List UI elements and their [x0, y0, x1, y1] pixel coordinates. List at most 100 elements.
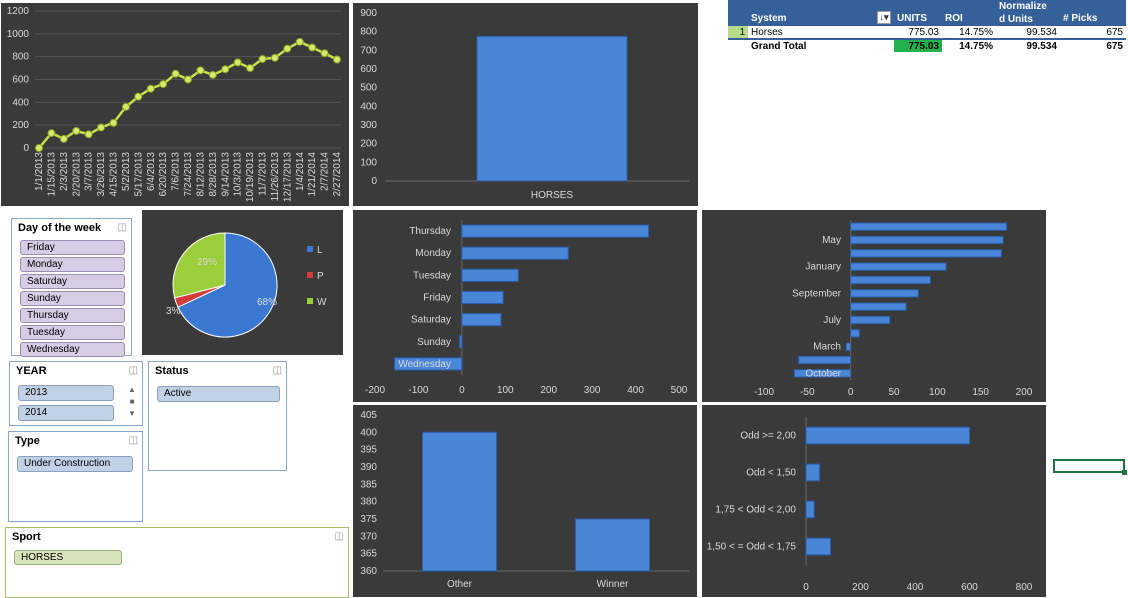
data-point [97, 123, 106, 132]
slicer-item[interactable]: Sunday [20, 291, 125, 306]
row-units: 775.03 [908, 26, 939, 38]
x-tick-label: -200 [365, 385, 385, 396]
slicer-item[interactable]: Tuesday [20, 325, 125, 340]
bar [805, 426, 970, 445]
x-tick-label: 5/17/2013 [133, 152, 144, 197]
header-picks[interactable]: # Picks [1060, 0, 1126, 26]
slice-label: 29% [197, 257, 217, 268]
fill-handle[interactable] [1122, 470, 1127, 475]
y-tick-label: 300 [360, 120, 377, 131]
month-units-chart: -100 -50 0 50 100 150 200 May January September Ju… [702, 210, 1046, 402]
slicer-item[interactable]: Wednesday [20, 342, 125, 357]
clear-filter-icon[interactable]: ◫ [128, 435, 138, 446]
y-tick-label: 1,50 < = Odd < 1,75 [707, 542, 797, 553]
header-units[interactable]: UNITS [894, 0, 942, 26]
x-tick-label: 2/20/2013 [71, 152, 82, 197]
bar [850, 235, 1004, 245]
bar [476, 35, 628, 182]
slicer-item[interactable]: Thursday [20, 308, 125, 323]
pivot-table: System ↓▾ UNITS ROI Normalize d Units # P… [728, 0, 1126, 52]
clear-filter-icon[interactable]: ◫ [272, 365, 282, 376]
result-pie-chart: 68% 3% 29% L P W [142, 210, 343, 355]
slicer-item[interactable]: Monday [20, 257, 125, 272]
bar [798, 355, 852, 365]
x-tick-label: 11/7/2013 [258, 152, 269, 196]
x-tick-label: 2/27/2014 [332, 152, 343, 197]
slicer-scrollbar[interactable]: ▲ ■ ▼ [128, 385, 136, 418]
y-tick-label: 400 [360, 427, 377, 438]
header-normalized-line2: d Units [999, 14, 1033, 25]
slicer-title: Type [15, 435, 40, 447]
slicer-item[interactable]: Friday [20, 240, 125, 255]
x-tick-label: 200 [852, 582, 869, 593]
data-point [270, 53, 279, 62]
sort-desc-icon[interactable]: ↓▾ [874, 0, 894, 26]
x-tick-label: 10/3/2013 [233, 152, 244, 197]
y-tick-label: 600 [360, 64, 377, 75]
selected-cell[interactable] [1053, 459, 1127, 475]
x-tick-label: 8/12/2013 [195, 152, 206, 197]
y-tick-label: Thursday [409, 226, 451, 237]
clear-filter-icon[interactable]: ◫ [334, 531, 344, 542]
x-tick-label: 1/1/2013 [34, 152, 45, 191]
cumulative-units-chart: 0 200 400 600 800 1000 1200 1/1/2013 1/15/2013 2/… [1, 3, 349, 206]
y-tick-label: 900 [360, 8, 377, 19]
x-tick-label: 12/17/2013 [282, 152, 293, 202]
bar [461, 313, 502, 327]
year-slicer: YEAR ◫ 2013 2014 ▲ ■ ▼ [9, 361, 143, 426]
grand-total-row: Grand Total 775.03 14.75% 99.534 675 [728, 39, 1126, 52]
y-tick-label: Odd >= 2,00 [740, 431, 796, 442]
type-slicer: Type ◫ Under Construction [8, 431, 143, 522]
header-roi[interactable]: ROI [942, 0, 996, 26]
data-point [35, 144, 43, 152]
clear-filter-icon[interactable]: ◫ [117, 222, 127, 233]
slicer-title: Day of the week [18, 222, 102, 234]
day-of-week-slicer: Day of the week ◫ Friday Monday Saturday… [11, 218, 132, 357]
slicer-item[interactable]: 2013 [18, 385, 114, 401]
x-tick-label: -100 [754, 387, 774, 398]
clear-filter-icon[interactable]: ◫ [128, 365, 138, 376]
y-tick-label: 365 [360, 549, 377, 560]
slicer-item[interactable]: Under Construction [17, 456, 133, 472]
pie-slice [172, 232, 226, 299]
bar [805, 500, 815, 519]
x-tick-label: 6/4/2013 [146, 152, 157, 191]
row-roi: 14.75% [959, 26, 993, 38]
y-tick-label: 380 [360, 497, 377, 508]
data-point [47, 129, 56, 138]
x-tick-label: 0 [848, 387, 854, 398]
table-row: 1 Horses 775.03 14.75% 99.534 675 [728, 26, 1126, 39]
slicer-item[interactable]: Saturday [20, 274, 125, 289]
x-tick-label: HORSES [531, 190, 574, 201]
y-tick-label: 1,75 < Odd < 2,00 [715, 505, 796, 516]
x-tick-label: 2/7/2014 [320, 152, 331, 191]
y-tick-label: Saturday [411, 315, 451, 326]
total-normalized: 99.534 [1026, 40, 1057, 52]
horses-units-chart: 0 100 200 300 400 500 600 700 800 900 HORSES [353, 3, 698, 206]
bar [845, 342, 852, 351]
y-tick-label: Tuesday [413, 270, 451, 281]
header-system[interactable]: System [748, 0, 874, 26]
data-point [171, 69, 180, 78]
slicer-item[interactable]: 2014 [18, 405, 114, 421]
y-tick-label: 100 [360, 157, 377, 168]
outcome-units-chart: 360 365 370 375 380 385 390 395 400 405 Other Winne… [353, 405, 697, 597]
slicer-item[interactable]: HORSES [14, 550, 122, 565]
data-point [184, 75, 192, 84]
slicer-item[interactable]: Active [157, 386, 280, 402]
x-tick-label: 11/26/2013 [270, 152, 281, 202]
x-tick-label: 300 [584, 385, 601, 396]
y-tick-label: 385 [360, 479, 377, 490]
y-tick-label: October [805, 368, 841, 379]
y-tick-label: Wednesday [398, 359, 451, 370]
row-system[interactable]: Horses [751, 26, 783, 38]
data-point [84, 130, 93, 139]
series-line [38, 40, 338, 149]
data-point [320, 49, 329, 58]
x-tick-label: 10/19/2013 [245, 152, 256, 202]
row-picks: 675 [1106, 26, 1123, 38]
data-point [109, 118, 118, 127]
y-tick-label: 700 [360, 45, 377, 56]
x-tick-label: 0 [803, 582, 809, 593]
header-normalized-units[interactable]: Normalize d Units [996, 0, 1060, 26]
